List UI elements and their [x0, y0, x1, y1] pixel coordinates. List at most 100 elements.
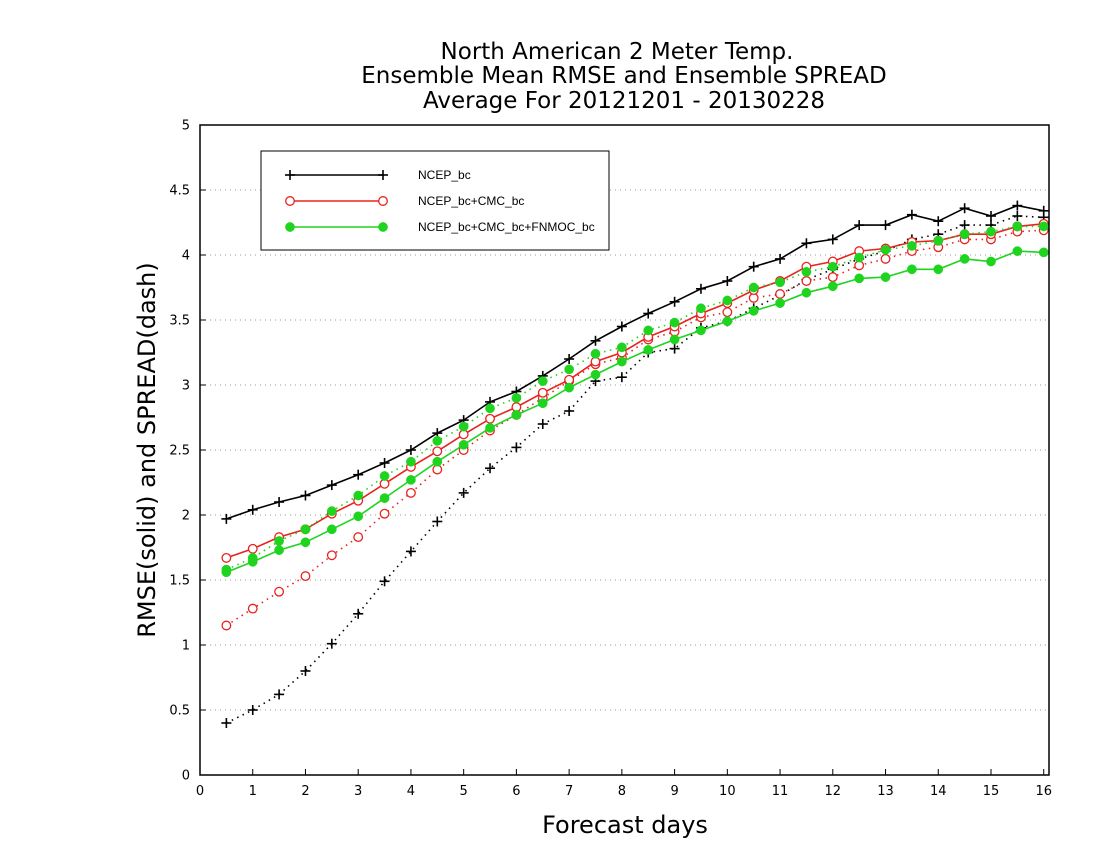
x-tick-label-1: 1: [249, 784, 257, 799]
series-0-rmse-point-6: [379, 458, 390, 468]
x-tick-label-12: 12: [825, 784, 842, 799]
series-2-rmse-point-15: [617, 356, 627, 367]
series-2-spread-point-20: [748, 282, 759, 293]
series-2-spread-point-6: [379, 471, 390, 481]
series-2-rmse-point-2: [274, 545, 284, 555]
series-1-spread-point-6: [379, 508, 390, 519]
x-tick-label-2: 2: [301, 784, 309, 799]
series-0-rmse-point-22: [801, 238, 812, 249]
series-0-rmse-point-15: [616, 321, 627, 332]
series-2-spread-point-11: [511, 393, 522, 403]
series-2-rmse-point-18: [696, 325, 706, 336]
series-2-spread-point-12: [537, 376, 548, 386]
series-2-spread-point-13: [564, 364, 574, 375]
y-tick-label-1: 0.5: [169, 704, 190, 719]
series-0-rmse-point-25: [880, 220, 891, 231]
series-0-spread-point-0: [221, 718, 232, 728]
x-tick-label-6: 6: [512, 784, 520, 799]
series-2-spread-point-30: [1012, 221, 1023, 232]
series-2-spread-point-3: [300, 524, 311, 535]
series-2-spread-point-4: [326, 506, 337, 516]
series-2-spread-point-10: [485, 403, 495, 414]
y-tick-label-10: 5: [182, 119, 190, 134]
legend-label-1: NCEP_bc+CMC_bc: [418, 194, 524, 208]
chart-title-line-1: North American 2 Meter Temp.: [441, 39, 794, 65]
series-2-spread-point-18: [696, 303, 706, 314]
series-2-rmse-point-6: [379, 493, 390, 503]
series-2-spread-point-26: [907, 241, 917, 251]
y-tick-label-4: 2: [182, 509, 190, 524]
series-0-spread-point-10: [485, 463, 496, 474]
series-1-rmse-point-12: [537, 387, 548, 398]
series-0-spread-point-2: [274, 689, 285, 700]
x-tick-label-3: 3: [354, 784, 362, 799]
series-2-rmse-point-19: [722, 316, 733, 327]
x-tick-label-9: 9: [670, 784, 678, 799]
series-2-spread-line: [226, 225, 1044, 571]
series-0-rmse-point-3: [300, 490, 311, 501]
x-tick-label-4: 4: [407, 784, 415, 799]
legend-label-2: NCEP_bc+CMC_bc+FNMOC_bc: [418, 220, 595, 234]
series-2-rmse-point-30: [1012, 246, 1023, 256]
series-0-rmse-point-16: [643, 308, 654, 319]
series-2-spread-point-27: [933, 235, 944, 246]
legend-marker-start-2: [285, 222, 295, 232]
series-2-spread-point-19: [722, 295, 733, 306]
series-2-rmse-point-24: [854, 273, 865, 284]
series-1-spread-point-19: [722, 307, 733, 318]
series-0-rmse-point-20: [748, 261, 759, 272]
series-2-rmse-point-0: [221, 567, 232, 578]
series-layer: [221, 200, 1049, 728]
series-0-spread-point-7: [405, 546, 416, 557]
series-2-spread-point-16: [643, 325, 654, 336]
series-0-rmse-line: [226, 204, 1044, 520]
series-0-rmse-point-17: [669, 296, 680, 307]
series-0-rmse-point-19: [722, 276, 733, 286]
series-1-spread-point-7: [405, 487, 416, 498]
y-tick-label-3: 1.5: [169, 574, 190, 589]
series-0-rmse-point-31: [1038, 205, 1049, 216]
legend-marker-end-0: [378, 170, 388, 180]
series-2-rmse-point-3: [300, 537, 311, 548]
series-1-spread-point-1: [247, 603, 258, 614]
series-0-spread-point-11: [511, 442, 522, 453]
series-0-rmse-point-1: [247, 504, 258, 515]
x-tick-label-14: 14: [930, 784, 947, 799]
series-2-rmse-point-9: [458, 439, 469, 450]
series-1-rmse-point-1: [247, 543, 258, 554]
series-0-rmse-point-27: [933, 216, 944, 227]
x-tick-label-10: 10: [719, 784, 736, 799]
series-0-rmse-point-26: [906, 209, 917, 220]
series-0-rmse-point-0: [221, 513, 232, 524]
series-0-spread-point-9: [458, 487, 469, 498]
legend-marker-start-0: [285, 170, 295, 180]
series-2-rmse-point-4: [326, 524, 337, 535]
series-2-spread-point-2: [274, 536, 284, 546]
chart-title-line-3: Average For 20121201 - 20130228: [423, 88, 825, 114]
series-2-spread-point-21: [775, 277, 785, 288]
series-0-spread-point-4: [326, 638, 337, 649]
series-2-rmse-point-14: [590, 369, 601, 380]
chart-title-line-2: Ensemble Mean RMSE and Ensemble SPREAD: [361, 63, 886, 89]
series-2-spread-point-5: [353, 490, 364, 501]
y-tick-label-5: 2.5: [169, 444, 190, 459]
series-2-rmse-point-22: [801, 287, 812, 298]
legend-label-0: NCEP_bc: [418, 168, 471, 182]
series-2-spread-point-31: [1038, 221, 1049, 232]
series-0-spread-point-28: [959, 220, 970, 231]
legend-marker-start-1: [285, 196, 295, 206]
series-2-rmse-line: [226, 250, 1044, 573]
y-tick-label-2: 1: [182, 639, 190, 654]
series-0-rmse-point-18: [695, 283, 706, 294]
series-2-spread-point-23: [827, 261, 838, 272]
y-axis-label: RMSE(solid) and SPREAD(dash): [133, 262, 161, 638]
series-2-spread-point-8: [432, 436, 443, 446]
series-2-rmse-point-10: [485, 423, 495, 433]
series-1-rmse-point-8: [432, 446, 443, 457]
x-tick-label-5: 5: [460, 784, 468, 799]
series-0-rmse-point-4: [326, 480, 337, 491]
series-2-spread-point-14: [590, 348, 601, 359]
series-0-spread-point-17: [669, 343, 680, 354]
series-2-rmse-point-26: [907, 264, 917, 275]
